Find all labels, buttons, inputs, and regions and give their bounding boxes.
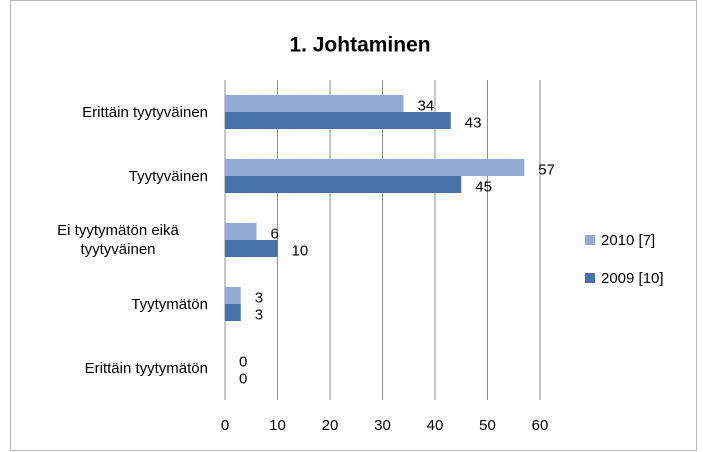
chart-title: 1. Johtaminen (289, 34, 430, 57)
data-label: 43 (465, 114, 482, 131)
bar (225, 112, 451, 129)
y-tick-label: Ei tyytymätön eikä tyytyväinen (0, 221, 208, 259)
x-tick-label: 40 (427, 417, 444, 434)
data-label: 57 (538, 161, 555, 178)
legend-label: 2009 [10] (601, 270, 664, 287)
y-tick-label: Tyytyväinen (0, 167, 208, 186)
data-label: 3 (255, 306, 263, 323)
y-tick-label: Erittäin tyytyväinen (0, 103, 208, 122)
y-tick-text: Erittäin tyytymätön (84, 359, 208, 377)
x-tick-label: 60 (532, 417, 549, 434)
bar (225, 287, 241, 304)
bar (225, 176, 462, 193)
data-label: 34 (418, 97, 435, 114)
x-tick-label: 20 (322, 417, 339, 434)
x-tick-label: 50 (479, 417, 496, 434)
y-tick-text: Erittäin tyytyväinen (82, 103, 208, 121)
legend-swatch (585, 273, 595, 283)
y-tick-text: Ei tyytymätön eikä tyytyväinen (57, 222, 179, 258)
legend-label: 2010 [7] (601, 232, 655, 249)
y-tick-label: Erittäin tyytymätön (0, 359, 208, 378)
data-label: 10 (292, 242, 309, 259)
bar (225, 223, 257, 240)
data-label: 3 (255, 289, 263, 306)
bar (225, 240, 278, 257)
y-tick-label: Tyytymätön (0, 295, 208, 314)
data-label: 0 (239, 353, 247, 370)
y-tick-text: Tyytyväinen (128, 167, 208, 185)
bar (225, 95, 404, 112)
y-tick-text: Tyytymätön (131, 295, 208, 313)
x-tick-label: 30 (374, 417, 391, 434)
bar (225, 304, 241, 321)
chart-border (10, 0, 697, 451)
data-label: 0 (239, 370, 247, 387)
legend-swatch (585, 235, 595, 245)
x-tick-label: 10 (269, 417, 286, 434)
bar (225, 159, 525, 176)
data-label: 45 (475, 178, 492, 195)
data-label: 6 (271, 225, 279, 242)
x-tick-label: 0 (221, 417, 229, 434)
